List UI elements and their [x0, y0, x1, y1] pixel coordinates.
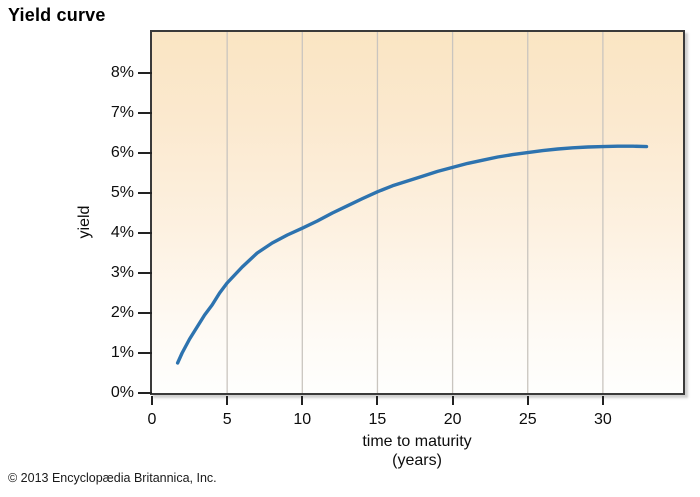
- y-tick-label: 6%: [110, 144, 134, 161]
- x-tick-mark: [601, 396, 604, 405]
- y-tick-label: 3%: [110, 264, 134, 281]
- x-tick-mark: [376, 396, 379, 405]
- x-tick-label: 25: [518, 411, 537, 428]
- y-tick-label: 7%: [110, 104, 134, 121]
- x-axis-units: (years): [392, 452, 442, 469]
- x-tick-label: 0: [147, 411, 157, 428]
- yield-curve-svg: [175, 32, 649, 393]
- x-tick-label: 30: [593, 411, 612, 428]
- plot-area: [150, 30, 685, 395]
- x-tick-label: 5: [222, 411, 232, 428]
- y-tick-label: 2%: [110, 304, 134, 321]
- y-tick-label: 8%: [110, 64, 134, 81]
- y-tick-label: 0%: [110, 384, 134, 401]
- y-axis-label: yield: [76, 205, 93, 239]
- figure-title: Yield curve: [8, 5, 106, 25]
- y-tick-label: 1%: [110, 344, 134, 361]
- x-tick-mark: [301, 396, 304, 405]
- y-tick-label: 4%: [110, 224, 134, 241]
- x-tick-label: 10: [293, 411, 312, 428]
- x-tick-mark: [451, 396, 454, 405]
- y-tick-label: 5%: [110, 184, 134, 201]
- x-tick-label: 15: [368, 411, 387, 428]
- x-tick-mark: [526, 396, 529, 405]
- copyright-notice: © 2013 Encyclopædia Britannica, Inc.: [8, 471, 217, 485]
- x-axis-label: time to maturity: [362, 433, 472, 450]
- x-tick-mark: [151, 396, 153, 405]
- yield-curve-line: [175, 144, 649, 365]
- x-tick-mark: [226, 396, 229, 405]
- x-tick-label: 20: [443, 411, 462, 428]
